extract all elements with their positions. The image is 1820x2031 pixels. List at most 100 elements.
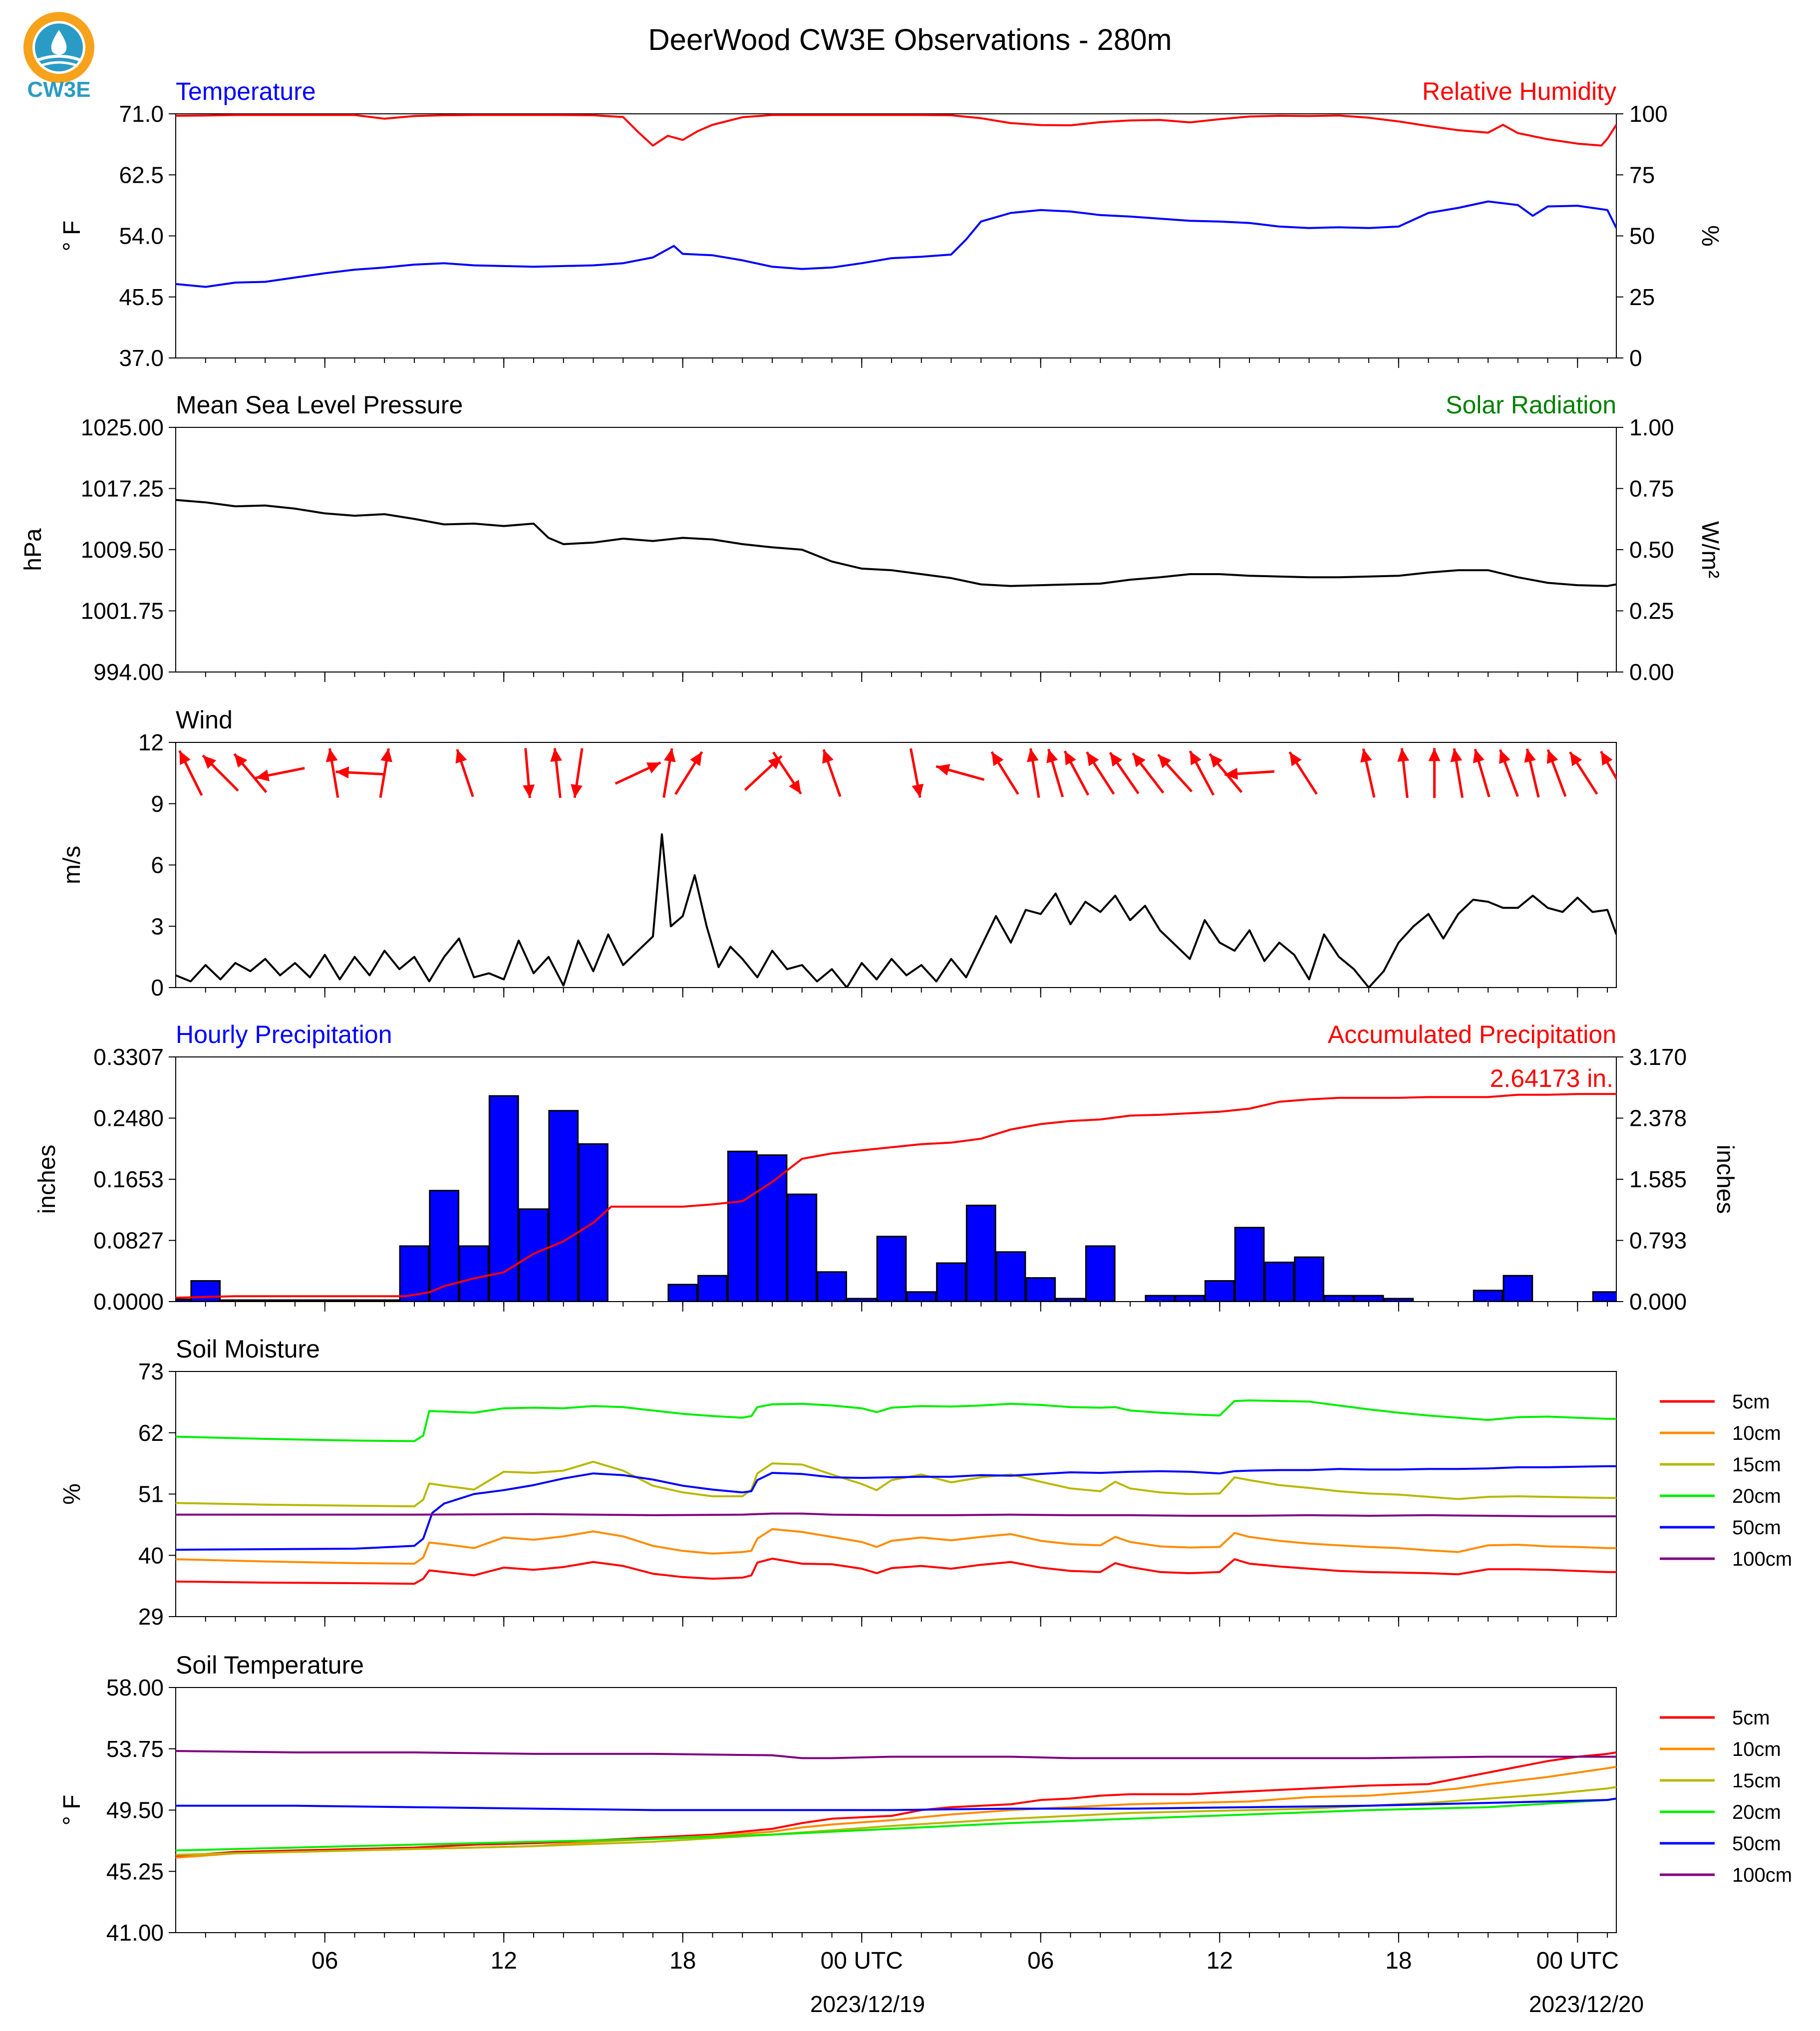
- wind-arrow: [614, 761, 661, 785]
- wind-arrow: [550, 748, 563, 798]
- precip-bar: [697, 1275, 728, 1302]
- y-tick-label: 0.0000: [93, 1289, 164, 1315]
- wind-arrow-head: [523, 784, 535, 798]
- precip-bar: [906, 1291, 937, 1302]
- y-axis-label-right: W/m²: [1697, 521, 1723, 579]
- x-tick-label: 00 UTC: [1536, 1948, 1619, 1974]
- wind-arrow: [1224, 767, 1275, 780]
- precip-bar: [757, 1154, 788, 1302]
- panel-title-left: Wind: [176, 706, 233, 734]
- y-axis-label: m/s: [59, 846, 85, 884]
- series-line: [176, 114, 1616, 147]
- legend-label-50cm: 50cm: [1732, 1517, 1781, 1539]
- wind-arrow: [178, 750, 203, 796]
- precip-bar: [220, 1299, 251, 1302]
- precip-bar: [1383, 1298, 1414, 1302]
- precip-bar: [787, 1193, 818, 1302]
- wind-arrow-head: [1133, 753, 1146, 767]
- y-tick-label: 9: [151, 791, 164, 817]
- panel-title-right: Solar Radiation: [1446, 391, 1616, 419]
- precip-bar: [965, 1204, 996, 1302]
- y-tick-label-right: 0.00: [1629, 659, 1674, 685]
- wind-arrow-head: [1546, 749, 1558, 764]
- panel-wind: Wind 0 3 6 9 12 m/s: [59, 706, 1617, 1001]
- date-label: 2023/12/20: [1529, 1991, 1644, 2017]
- precip-bar: [518, 1208, 549, 1302]
- wind-arrow: [1499, 749, 1519, 797]
- wind-arrow-head: [256, 769, 270, 781]
- series-line-20cm: [176, 1399, 1616, 1442]
- y-axis-label-right: inches: [1712, 1145, 1738, 1214]
- precip-bar: [817, 1271, 847, 1302]
- wind-arrow: [202, 754, 239, 792]
- wind-arrow: [1397, 748, 1410, 798]
- legend-label-100cm: 100cm: [1732, 1864, 1792, 1886]
- y-tick-label: 1017.25: [81, 476, 164, 502]
- date-label: 2023/12/19: [810, 1991, 925, 2017]
- wind-arrow-head: [1110, 752, 1123, 767]
- wind-arrow: [935, 764, 985, 781]
- plot-area: [176, 499, 1616, 587]
- y-tick-label: 40: [138, 1542, 164, 1568]
- y-tick-label-right: 0: [1629, 345, 1642, 371]
- precip-bar: [936, 1262, 966, 1302]
- raindrop-icon: [51, 30, 67, 55]
- precip-bar: [846, 1298, 877, 1302]
- legend-label-5cm: 5cm: [1732, 1391, 1770, 1413]
- wind-arrow: [1189, 750, 1215, 796]
- panel-title-right: Relative Humidity: [1422, 77, 1616, 105]
- wind-arrow: [1473, 748, 1491, 798]
- logo-wave: [39, 61, 78, 67]
- x-tick-label: 00 UTC: [821, 1948, 903, 1974]
- wind-arrow-head: [822, 749, 834, 764]
- panel-title-right: Accumulated Precipitation: [1328, 1020, 1616, 1048]
- legend: 5cm 10cm 15cm 20cm 50cm 100cm: [1660, 1391, 1792, 1570]
- legend-label-15cm: 15cm: [1732, 1454, 1781, 1476]
- legend-label-10cm: 10cm: [1732, 1422, 1781, 1444]
- series-line-5cm: [176, 1557, 1616, 1585]
- wind-arrow-head: [1499, 749, 1511, 764]
- wind-arrow: [1288, 751, 1318, 795]
- wind-arrow-head: [789, 779, 801, 794]
- wind-arrow: [1209, 753, 1243, 793]
- y-tick-label-right: 3.170: [1629, 1044, 1687, 1070]
- wind-arrow: [772, 751, 802, 795]
- panel-title-left: Soil Temperature: [176, 1651, 364, 1679]
- y-tick-label-right: 100: [1629, 101, 1668, 127]
- wind-arrow-head: [234, 753, 248, 768]
- wind-arrow-head: [1450, 748, 1463, 762]
- y-tick-label: 0: [151, 975, 164, 1001]
- series-line-50cm: [176, 1465, 1616, 1551]
- y-tick-label-right: 0.25: [1629, 598, 1674, 624]
- precip-bar: [1055, 1298, 1086, 1302]
- wind-arrow: [1546, 749, 1567, 797]
- y-tick-label: 0.0827: [93, 1228, 164, 1254]
- wind-arrow: [990, 751, 1019, 795]
- series-line-100cm: [176, 1512, 1616, 1518]
- y-tick-label: 0.1653: [93, 1166, 164, 1192]
- y-tick-label: 1009.50: [81, 537, 164, 563]
- chart-title: DeerWood CW3E Observations - 280m: [648, 23, 1172, 56]
- y-tick-label: 62: [138, 1420, 164, 1446]
- precip-bar: [459, 1245, 489, 1302]
- wind-arrow-head: [380, 748, 393, 762]
- wind-arrow-head: [1428, 748, 1441, 761]
- panel-precip: Hourly Precipitation Accumulated Precipit…: [34, 1020, 1738, 1315]
- precip-bar: [1353, 1295, 1384, 1302]
- y-tick-label-right: 1.585: [1629, 1166, 1687, 1192]
- legend-label-5cm: 5cm: [1732, 1707, 1770, 1729]
- precip-bar: [1175, 1295, 1205, 1302]
- wind-arrow-head: [1289, 752, 1302, 766]
- precip-bar: [280, 1299, 310, 1302]
- y-tick-label: 73: [138, 1358, 164, 1384]
- wind-arrow-head: [203, 755, 217, 769]
- x-tick-label: 06: [1027, 1948, 1054, 1974]
- wind-arrow: [325, 748, 339, 798]
- wind-arrow-head: [1087, 752, 1099, 766]
- wind-arrow: [1046, 748, 1064, 798]
- series-line-15cm: [176, 1460, 1616, 1508]
- y-tick-label: 45.5: [119, 284, 164, 310]
- precip-bar: [727, 1150, 758, 1302]
- wind-arrow: [822, 749, 842, 797]
